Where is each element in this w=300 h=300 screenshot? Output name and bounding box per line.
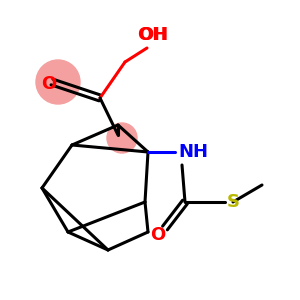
Text: OH: OH: [138, 26, 168, 44]
Circle shape: [107, 123, 137, 153]
Text: S: S: [226, 193, 239, 211]
Circle shape: [36, 60, 80, 104]
Text: OH: OH: [137, 26, 167, 44]
Text: NH: NH: [178, 143, 208, 161]
Text: O: O: [41, 75, 57, 93]
Text: O: O: [150, 226, 166, 244]
